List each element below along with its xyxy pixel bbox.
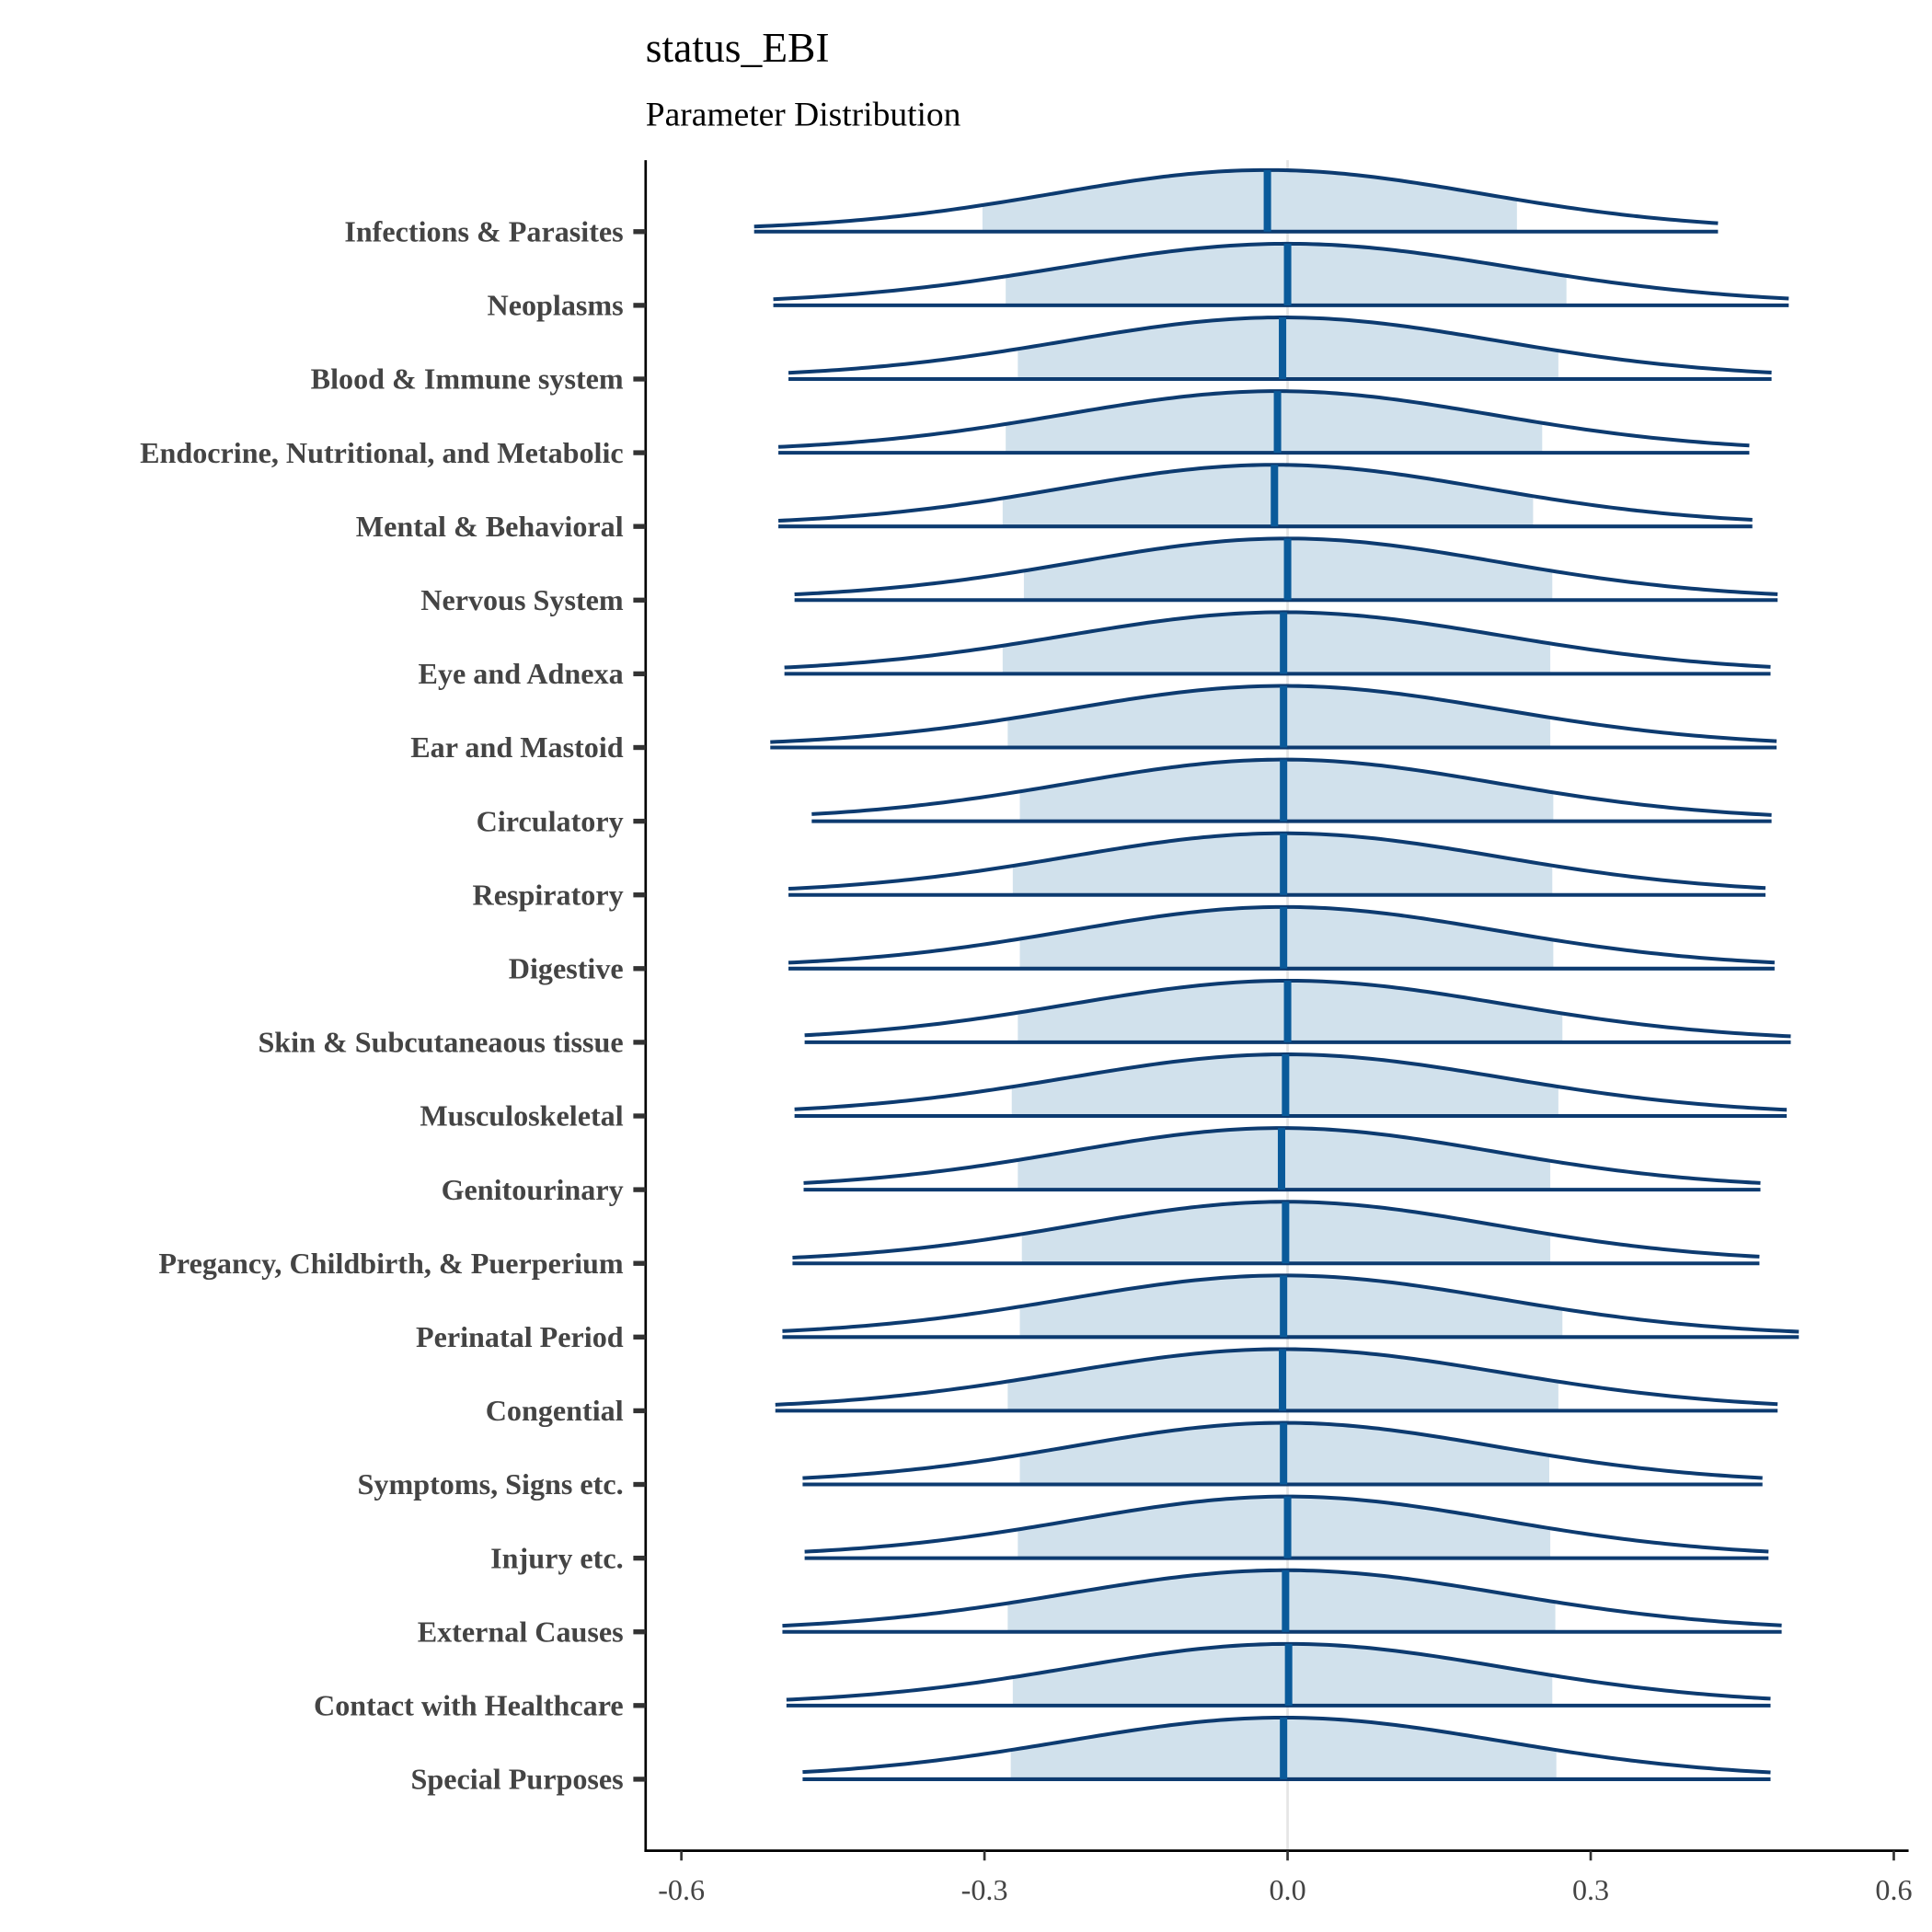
- ridge: [794, 536, 1778, 603]
- y-tick-label: Digestive: [509, 952, 624, 985]
- ridge: [804, 978, 1791, 1044]
- y-tick-label: Perinatal Period: [416, 1320, 624, 1353]
- interval-fill: [1018, 317, 1558, 379]
- density-curve: [811, 757, 1772, 817]
- y-tick-label: Contact with Healthcare: [314, 1689, 624, 1722]
- ridge: [784, 610, 1771, 676]
- x-tick-label: 0.3: [1572, 1873, 1609, 1906]
- ridge: [782, 1568, 1782, 1634]
- y-tick-label: Ear and Mastoid: [410, 730, 624, 764]
- y-tick-label: Nervous System: [420, 583, 624, 616]
- x-axis: -0.6 -0.3 0.0 0.3 0.6: [658, 1850, 1913, 1906]
- y-tick-label: Congential: [486, 1394, 624, 1427]
- ridge: [786, 1641, 1771, 1708]
- y-tick-label: Special Purposes: [411, 1763, 624, 1796]
- density-curve: [788, 831, 1766, 891]
- ridge: [803, 1126, 1761, 1192]
- ridge: [775, 1347, 1778, 1413]
- interval-fill: [1012, 1643, 1553, 1706]
- y-tick-label: Pregancy, Childbirth, & Puerperium: [158, 1247, 624, 1280]
- y-tick-label: Injury etc.: [490, 1541, 624, 1574]
- density-curve: [753, 167, 1719, 229]
- ridge: [802, 1420, 1763, 1487]
- ridge: [782, 1273, 1800, 1340]
- ridge: [811, 757, 1772, 823]
- density-curve: [773, 241, 1789, 302]
- density-curve: [770, 684, 1777, 744]
- density-curve: [804, 978, 1791, 1039]
- ridge: [770, 684, 1777, 750]
- x-tick-label: -0.3: [961, 1873, 1008, 1906]
- interval-fill: [1007, 1570, 1556, 1632]
- ridge: [804, 1494, 1769, 1560]
- density-curve: [777, 463, 1753, 523]
- ridge: [788, 831, 1766, 897]
- y-tick-label: External Causes: [418, 1615, 624, 1648]
- interval-fill: [982, 169, 1517, 232]
- density-curve: [792, 1200, 1760, 1259]
- ridge: [777, 463, 1753, 529]
- ridge: [794, 1052, 1788, 1119]
- x-tick-label: 0.6: [1875, 1873, 1912, 1906]
- ridge: [788, 316, 1772, 381]
- ridge: [773, 241, 1789, 307]
- y-tick-label: Infections & Parasites: [344, 215, 623, 248]
- x-tick-label: -0.6: [658, 1873, 705, 1906]
- density-curve: [794, 1052, 1788, 1112]
- density-curve: [775, 1347, 1778, 1407]
- density-curve: [786, 1641, 1771, 1702]
- density-curve: [777, 389, 1750, 449]
- density-curve: [804, 1494, 1769, 1554]
- ridge: [788, 904, 1775, 971]
- density-curve: [782, 1273, 1800, 1334]
- interval-fill: [1002, 612, 1551, 674]
- y-tick-label: Eye and Adnexa: [419, 657, 624, 690]
- ridge: [802, 1715, 1771, 1781]
- y-tick-label: Neoplasms: [488, 289, 624, 322]
- y-tick-label: Mental & Behavioral: [356, 510, 624, 543]
- y-tick-label: Blood & Immune system: [311, 362, 624, 396]
- interval-fill: [1002, 465, 1534, 527]
- interval-fill: [1007, 685, 1551, 748]
- ridge: [777, 389, 1750, 455]
- y-tick-label: Respiratory: [473, 878, 624, 911]
- y-tick-label: Circulatory: [477, 804, 624, 837]
- y-axis: Infections & Parasites Neoplasms Blood & I…: [140, 215, 646, 1796]
- ridge: [753, 167, 1719, 234]
- y-tick-label: Symptoms, Signs etc.: [358, 1467, 624, 1501]
- y-tick-label: Endocrine, Nutritional, and Metabolic: [140, 436, 624, 469]
- ridges: [753, 167, 1800, 1781]
- density-curve: [784, 610, 1771, 670]
- y-tick-label: Skin & Subcutaneaous tissue: [258, 1026, 623, 1059]
- density-curve: [802, 1420, 1763, 1480]
- y-tick-label: Musculoskeletal: [420, 1099, 623, 1133]
- chart-subtitle: Parameter Distribution: [646, 97, 961, 134]
- interval-fill: [1019, 1275, 1563, 1338]
- ridge: [792, 1200, 1760, 1266]
- y-tick-label: Genitourinary: [442, 1173, 624, 1206]
- chart-title: status_EBI: [646, 24, 830, 71]
- x-tick-label: 0.0: [1269, 1873, 1305, 1906]
